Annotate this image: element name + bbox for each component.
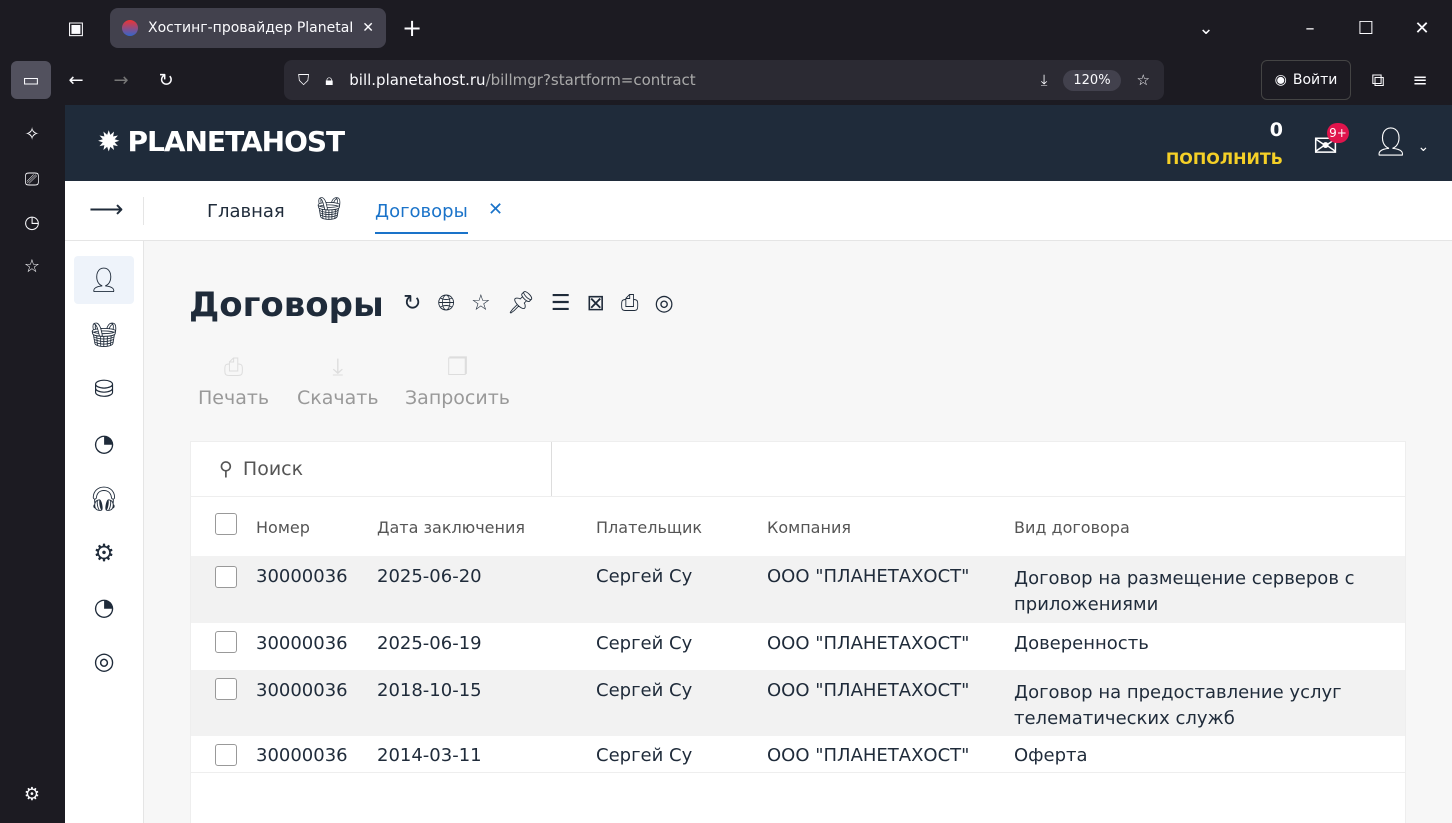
page-title: Договоры bbox=[189, 285, 384, 325]
minimize-icon[interactable]: – bbox=[1305, 17, 1315, 39]
basket-icon[interactable]: 🧺︎ bbox=[88, 321, 120, 349]
tab-home[interactable]: Главная bbox=[207, 201, 285, 222]
row-checkbox[interactable] bbox=[215, 744, 237, 766]
pie-chart-icon[interactable]: ◔ bbox=[93, 429, 115, 457]
forward-icon[interactable]: → bbox=[113, 69, 129, 91]
favicon-icon bbox=[122, 20, 138, 36]
table-row[interactable]: 30000036 2025-06-20 Сергей Су ООО "ПЛАНЕТА… bbox=[191, 556, 1405, 623]
table-row[interactable]: 30000036 2018-10-15 Сергей Су ООО "ПЛАНЕТА… bbox=[191, 670, 1405, 736]
download-button[interactable]: ⤓ Скачать bbox=[297, 353, 379, 409]
new-tab-icon[interactable]: + bbox=[401, 14, 423, 42]
lock-icon: 🔒︎ bbox=[325, 71, 334, 89]
save-page-icon[interactable]: ⤓ bbox=[1040, 71, 1048, 89]
checklist-icon[interactable]: ☰ bbox=[550, 291, 571, 316]
menu-icon[interactable]: ≡ bbox=[1412, 69, 1428, 91]
table-header: Номер Дата заключения Плательщик Компани… bbox=[191, 496, 1405, 556]
sidebar-toggle-icon[interactable]: ▭ bbox=[11, 61, 51, 99]
refresh-icon[interactable]: ↻ bbox=[403, 291, 422, 316]
settings-icon[interactable]: ⚙ bbox=[23, 783, 41, 805]
row-checkbox[interactable] bbox=[215, 566, 237, 588]
request-button[interactable]: ❐ Запросить bbox=[405, 353, 510, 409]
close-window-icon[interactable]: ✕ bbox=[1414, 17, 1430, 39]
logo[interactable]: ✹ PLANETAHOST bbox=[97, 125, 345, 158]
history-icon[interactable]: ◷ bbox=[24, 211, 40, 233]
column-number[interactable]: Номер bbox=[256, 518, 310, 537]
bookmark-star-icon[interactable]: ☆ bbox=[1136, 71, 1150, 89]
maximize-icon[interactable]: ☐ bbox=[1357, 17, 1375, 39]
basket-icon[interactable]: 🧺︎ bbox=[315, 197, 343, 222]
shield-icon: ⛉ bbox=[298, 71, 310, 89]
print-icon[interactable]: ⎙ bbox=[620, 291, 639, 316]
site-header: ✹ PLANETAHOST 0 ПОПОЛНИТЬ ✉ 9+ 👤︎ ⌄ bbox=[65, 105, 1452, 181]
browser-tab[interactable]: Хостинг-провайдер PlanetaHost ✕ bbox=[110, 8, 386, 48]
reload-icon[interactable]: ↻ bbox=[158, 69, 174, 91]
lifebuoy-icon[interactable]: ◎ bbox=[93, 647, 115, 675]
ai-sparkle-icon[interactable]: ✧ bbox=[24, 123, 40, 145]
star-icon[interactable]: ☆ bbox=[471, 291, 491, 316]
tab-bar: ⟶ Главная 🧺︎ Договоры ✕ bbox=[65, 181, 1452, 241]
zoom-level[interactable]: 120% bbox=[1063, 69, 1121, 91]
excel-export-icon[interactable]: ⊠ bbox=[586, 291, 605, 316]
printer-icon: ⎙ bbox=[223, 353, 244, 381]
search-input[interactable]: ⚲ Поиск bbox=[191, 442, 552, 496]
table-row[interactable]: 30000036 2014-03-11 Сергей Су ООО "ПЛАНЕТА… bbox=[191, 736, 1405, 773]
chevron-down-icon[interactable]: ⌄ bbox=[1198, 17, 1214, 39]
column-date[interactable]: Дата заключения bbox=[377, 518, 525, 537]
tab-contracts[interactable]: Договоры bbox=[375, 201, 468, 234]
row-checkbox[interactable] bbox=[215, 678, 237, 700]
title-actions: ↻ 🌐︎ ☆ 📌︎ ☰ ⊠ ⎙ ◎ bbox=[403, 291, 674, 316]
collapse-arrow-icon[interactable]: ⟶ bbox=[89, 195, 124, 223]
account-icon[interactable]: 👤︎ bbox=[74, 256, 134, 304]
row-checkbox[interactable] bbox=[215, 631, 237, 653]
web-page: ✹ PLANETAHOST 0 ПОПОЛНИТЬ ✉ 9+ 👤︎ ⌄ ⟶ Гла… bbox=[65, 105, 1452, 823]
topup-link[interactable]: ПОПОЛНИТЬ bbox=[1165, 149, 1283, 168]
balance: 0 bbox=[1269, 119, 1283, 141]
globe-link-icon[interactable]: 🌐︎ bbox=[437, 291, 456, 316]
tab-title: Хостинг-провайдер PlanetaHost bbox=[148, 20, 352, 36]
select-all-checkbox[interactable] bbox=[215, 513, 237, 535]
column-company[interactable]: Компания bbox=[767, 518, 851, 537]
logo-icon: ✹ bbox=[97, 125, 120, 158]
extensions-icon[interactable]: ⧉ bbox=[1371, 69, 1385, 91]
help-lifebuoy-icon[interactable]: ◎ bbox=[654, 291, 674, 316]
back-icon[interactable]: ← bbox=[68, 69, 84, 91]
tab-list-icon[interactable]: ▣ bbox=[67, 17, 85, 39]
column-payer[interactable]: Плательщик bbox=[596, 518, 703, 537]
notification-badge: 9+ bbox=[1327, 123, 1349, 143]
table-row[interactable]: 30000036 2025-06-19 Сергей Су ООО "ПЛАНЕТА… bbox=[191, 623, 1405, 670]
search-icon: ⚲ bbox=[219, 458, 233, 480]
copy-icon: ❐ bbox=[446, 353, 469, 381]
column-type[interactable]: Вид договора bbox=[1014, 518, 1130, 537]
download-icon: ⤓ bbox=[332, 353, 344, 381]
print-button[interactable]: ⎙ Печать bbox=[198, 353, 270, 409]
url-text: bill.planetahost.ru/billmgr?startform=co… bbox=[349, 71, 696, 89]
signin-button[interactable]: ◉ Войти bbox=[1261, 60, 1351, 100]
close-tab-contracts-icon[interactable]: ✕ bbox=[488, 199, 504, 220]
close-tab-icon[interactable]: ✕ bbox=[362, 20, 374, 36]
contracts-table: ⚲ Поиск Номер Дата заключения Плательщик … bbox=[190, 441, 1406, 823]
user-menu-icon[interactable]: 👤︎ ⌄ bbox=[1373, 125, 1430, 158]
synced-tabs-icon[interactable]: ⎚ bbox=[24, 168, 40, 190]
account-icon: ◉ bbox=[1274, 72, 1287, 88]
pin-icon[interactable]: 📌︎ bbox=[506, 291, 535, 316]
app-sidebar: 👤︎ 🧺︎ ⛁ ◔ 🎧︎ ⚙ ◔ ◎ bbox=[65, 241, 144, 823]
url-bar[interactable]: ⛉ 🔒︎ bill.planetahost.ru/billmgr?startfo… bbox=[284, 60, 1164, 100]
bookmarks-icon[interactable]: ☆ bbox=[23, 255, 41, 277]
headset-icon[interactable]: 🎧︎ bbox=[88, 485, 120, 513]
gear-icon[interactable]: ⚙ bbox=[93, 539, 115, 567]
coins-icon[interactable]: ⛁ bbox=[93, 375, 115, 403]
statistics-icon[interactable]: ◔ bbox=[93, 593, 115, 621]
